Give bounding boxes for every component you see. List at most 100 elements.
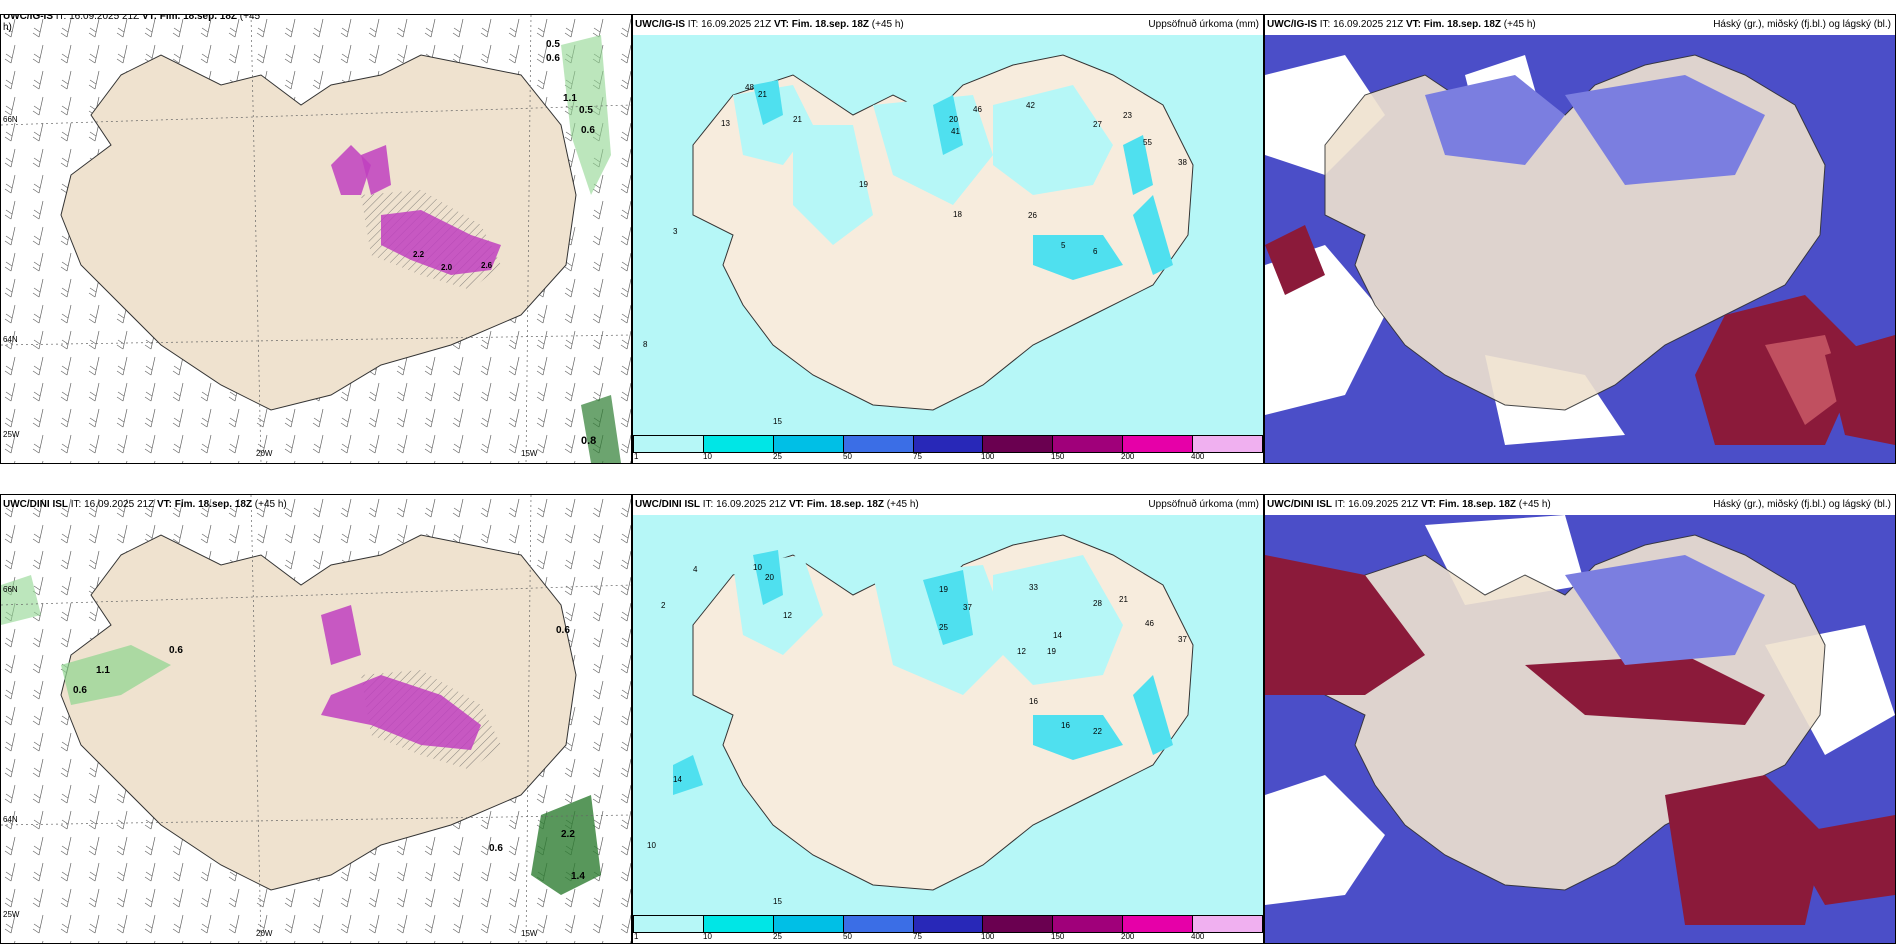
colorbar-tick: 50 bbox=[843, 932, 852, 941]
colorbar-cell bbox=[634, 916, 704, 932]
precip-value: 2 bbox=[661, 601, 666, 610]
lat-label: 66N bbox=[3, 585, 18, 594]
wind-panel-top: UWC/IG-IS IT: 16.09.2025 21Z VT: Fim. 18… bbox=[0, 14, 632, 464]
panel-subtitle: Háský (gr.), miðský (fj.bl.) og lágský (… bbox=[1713, 19, 1891, 30]
precip-value: 22 bbox=[1093, 727, 1102, 736]
iceland-shape bbox=[60, 54, 577, 411]
colorbar-cell bbox=[1193, 436, 1263, 452]
colorbar-tick: 50 bbox=[843, 452, 852, 461]
precip-value: 26 bbox=[1028, 211, 1037, 220]
colorbar-cell bbox=[1193, 916, 1263, 932]
colorbar-tick: 75 bbox=[913, 452, 922, 461]
wind-value: 0.8 bbox=[581, 435, 597, 447]
precip-panel-top: UWC/IG-IS IT: 16.09.2025 21Z VT: Fim. 18… bbox=[632, 14, 1264, 464]
lat-label: 64N bbox=[3, 335, 18, 344]
colorbar-tick: 25 bbox=[773, 452, 782, 461]
wind-value: 0.6 bbox=[489, 843, 503, 854]
wind-value: 2.0 bbox=[441, 263, 453, 272]
colorbar-cell bbox=[773, 916, 844, 932]
colorbar-tick: 75 bbox=[913, 932, 922, 941]
precip-map bbox=[633, 515, 1263, 925]
panel-title: UWC/IG-IS IT: 16.09.2025 21Z VT: Fim. 18… bbox=[1267, 19, 1536, 30]
iceland-shape bbox=[60, 534, 577, 891]
colorbar-cell bbox=[913, 916, 984, 932]
colorbar-cell bbox=[1123, 916, 1194, 932]
wind-value: 1.1 bbox=[96, 665, 110, 676]
lon-label: 15W bbox=[521, 449, 538, 458]
wind-value: 0.6 bbox=[73, 685, 87, 696]
wind-panel-bottom: UWC/DINI ISL IT: 16.09.2025 21Z VT: Fim.… bbox=[0, 494, 632, 944]
panel-subtitle: Uppsöfnuð úrkoma (mm) bbox=[1148, 499, 1259, 510]
wind-value: 2.2 bbox=[561, 829, 575, 840]
colorbar-tick: 1 bbox=[634, 452, 639, 461]
panel-title: UWC/DINI ISL IT: 16.09.2025 21Z VT: Fim.… bbox=[3, 499, 287, 510]
colorbar-tick: 150 bbox=[1051, 932, 1065, 941]
panel-title: UWC/IG-IS IT: 16.09.2025 21Z VT: Fim. 18… bbox=[635, 19, 904, 30]
precip-value: 19 bbox=[939, 585, 948, 594]
precip-value: 42 bbox=[1026, 101, 1035, 110]
precip-value: 46 bbox=[973, 105, 982, 114]
precip-value: 46 bbox=[1145, 619, 1154, 628]
colorbar-tick: 25 bbox=[773, 932, 782, 941]
lat-label: 25W bbox=[3, 910, 20, 919]
wind-value: 0.6 bbox=[581, 125, 595, 136]
lat-label: 25W bbox=[3, 430, 20, 439]
precip-value: 12 bbox=[783, 611, 792, 620]
colorbar-cell bbox=[983, 916, 1054, 932]
precip-colorbar bbox=[633, 915, 1263, 933]
precip-value: 19 bbox=[859, 180, 868, 189]
panel-subtitle: Háský (gr.), miðský (fj.bl.) og lágský (… bbox=[1713, 499, 1891, 510]
lat-label: 64N bbox=[3, 815, 18, 824]
precip-value: 20 bbox=[765, 573, 774, 582]
precip-value: 5 bbox=[1061, 241, 1066, 250]
colorbar-cell bbox=[1053, 916, 1124, 932]
colorbar-cell bbox=[843, 436, 914, 452]
precip-value: 23 bbox=[1123, 111, 1132, 120]
colorbar-tick: 10 bbox=[703, 452, 712, 461]
panel-subtitle: Uppsöfnuð úrkoma (mm) bbox=[1148, 19, 1259, 30]
precip-value: 21 bbox=[758, 90, 767, 99]
wind-value: 2.2 bbox=[413, 250, 425, 259]
precip-value: 37 bbox=[963, 603, 972, 612]
colorbar-tick: 1 bbox=[634, 932, 639, 941]
colorbar-cell bbox=[983, 436, 1054, 452]
colorbar-cell bbox=[773, 436, 844, 452]
colorbar-tick: 400 bbox=[1191, 452, 1205, 461]
cloud-panel-top: UWC/IG-IS IT: 16.09.2025 21Z VT: Fim. 18… bbox=[1264, 14, 1896, 464]
precip-value: 15 bbox=[773, 897, 782, 906]
precip-value: 18 bbox=[953, 210, 962, 219]
wind-map bbox=[1, 495, 631, 943]
colorbar-tick: 200 bbox=[1121, 932, 1135, 941]
precip-value: 14 bbox=[1053, 631, 1062, 640]
precip-value: 21 bbox=[793, 115, 802, 124]
precip-value: 4 bbox=[693, 565, 698, 574]
cloud-map bbox=[1265, 35, 1895, 463]
wind-value: 0.5 bbox=[579, 105, 593, 116]
panel-title: UWC/DINI ISL IT: 16.09.2025 21Z VT: Fim.… bbox=[635, 499, 919, 510]
colorbar-tick: 100 bbox=[981, 452, 995, 461]
precip-value: 27 bbox=[1093, 120, 1102, 129]
precip-value: 20 bbox=[949, 115, 958, 124]
wind-value: 0.6 bbox=[556, 625, 570, 636]
colorbar-tick: 100 bbox=[981, 932, 995, 941]
precip-value: 48 bbox=[745, 83, 754, 92]
precip-value: 3 bbox=[673, 227, 678, 236]
precip-value: 12 bbox=[1017, 647, 1026, 656]
colorbar-tick: 400 bbox=[1191, 932, 1205, 941]
lon-label: 20W bbox=[256, 449, 273, 458]
precip-value: 33 bbox=[1029, 583, 1038, 592]
lon-label: 20W bbox=[256, 929, 273, 938]
precip-value: 13 bbox=[721, 119, 730, 128]
precip-value: 16 bbox=[1061, 721, 1070, 730]
wind-value: 0.5 bbox=[546, 39, 560, 50]
precip-value: 38 bbox=[1178, 158, 1187, 167]
colorbar-tick: 200 bbox=[1121, 452, 1135, 461]
precip-value: 28 bbox=[1093, 599, 1102, 608]
cloud-panel-bottom: UWC/DINI ISL IT: 16.09.2025 21Z VT: Fim.… bbox=[1264, 494, 1896, 944]
cloud-map bbox=[1265, 515, 1895, 943]
wind-value: 1.4 bbox=[571, 871, 585, 882]
wind-value: 0.6 bbox=[169, 645, 183, 656]
panel-title: UWC/IG-IS IT: 16.09.2025 21Z VT: Fim. 18… bbox=[3, 14, 261, 33]
colorbar-cell bbox=[634, 436, 704, 452]
precip-value: 41 bbox=[951, 127, 960, 136]
